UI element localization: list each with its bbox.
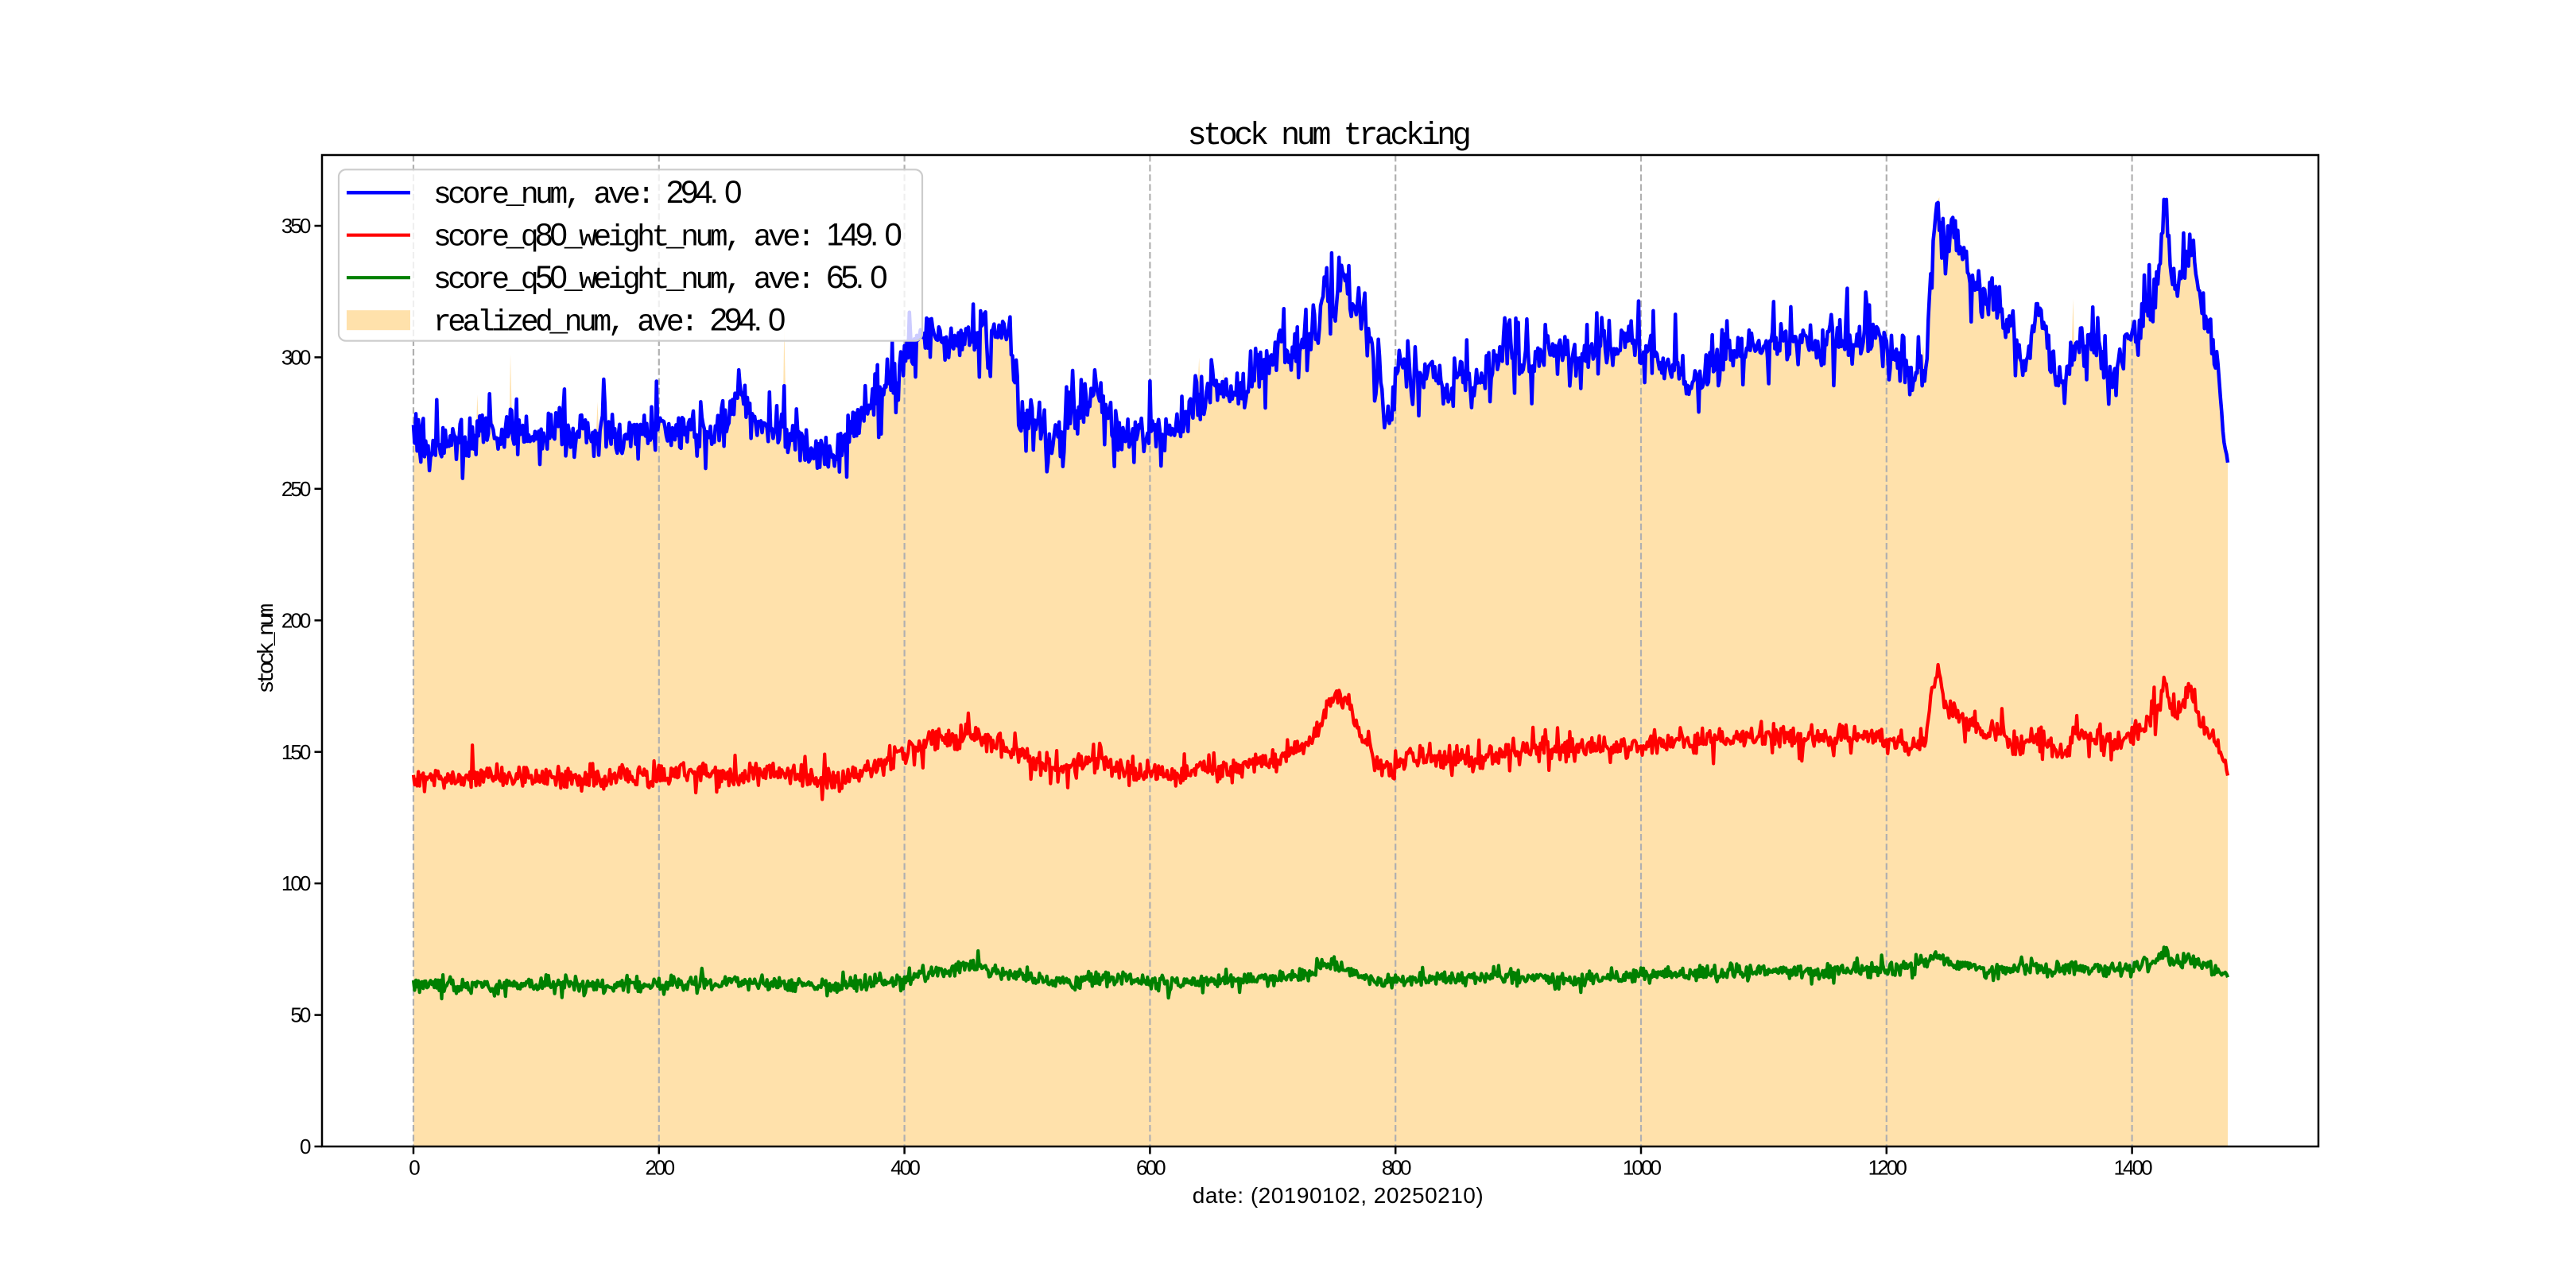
svg-text:300: 300 [281,346,311,370]
svg-text:800: 800 [1382,1155,1411,1179]
svg-text:stock_num: stock_num [255,604,280,694]
svg-text:date: (20190102, 20250210): date: (20190102, 20250210) [1193,1183,1484,1208]
svg-text:50: 50 [290,1003,311,1027]
svg-text:1000: 1000 [1623,1155,1662,1179]
svg-text:score_q50_weight_num, ave: 65.: score_q50_weight_num, ave: 65.0 [433,260,886,297]
svg-text:600: 600 [1136,1155,1166,1179]
svg-text:400: 400 [890,1155,920,1179]
svg-text:score_num, ave: 294.0: score_num, ave: 294.0 [433,175,741,212]
svg-text:score_q80_weight_num, ave: 149: score_q80_weight_num, ave: 149.0 [433,218,901,255]
svg-text:stock num tracking: stock num tracking [1188,118,1469,154]
svg-text:350: 350 [281,214,311,238]
svg-text:150: 150 [281,740,311,764]
svg-text:100: 100 [281,871,311,895]
svg-text:1400: 1400 [2113,1155,2152,1179]
svg-text:realized_num, ave: 294.0: realized_num, ave: 294.0 [433,303,785,340]
svg-text:200: 200 [281,608,311,632]
svg-text:200: 200 [645,1155,674,1179]
svg-text:250: 250 [281,477,311,501]
svg-text:1200: 1200 [1868,1155,1907,1179]
